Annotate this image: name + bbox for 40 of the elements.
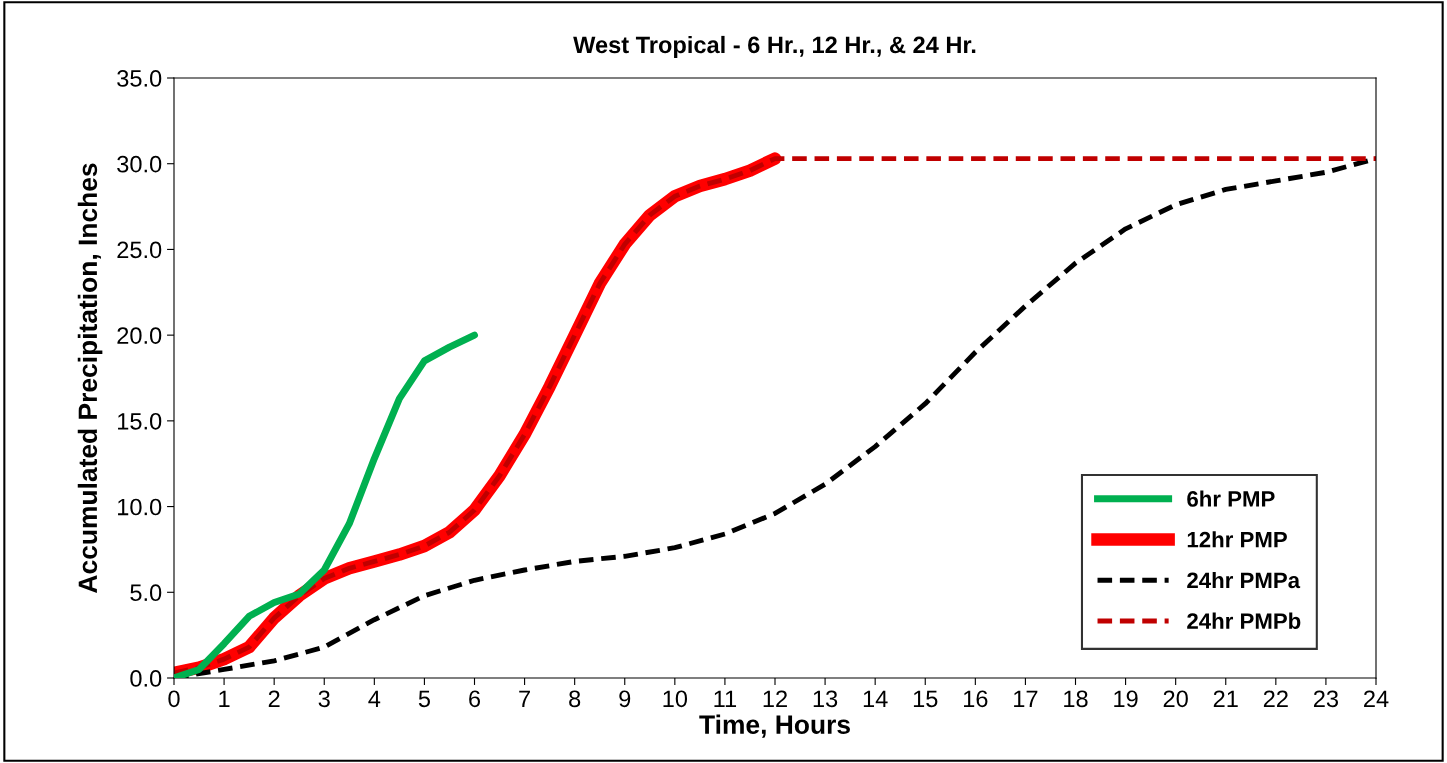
x-tick-label: 21: [1213, 690, 1238, 707]
x-tick-label: 14: [863, 690, 888, 707]
y-tick-label: 30.0: [117, 155, 162, 173]
legend-label: 12hr PMP: [1187, 531, 1287, 548]
x-tick-label: 3: [318, 690, 330, 708]
x-tick-label: 2: [268, 690, 280, 707]
x-tick-label: 15: [913, 690, 938, 708]
y-tick-label: 35.0: [117, 70, 162, 87]
x-tick-label: 23: [1313, 690, 1339, 708]
x-axis-title: Time, Hours: [699, 714, 850, 738]
legend-label: 24hr PMPb: [1187, 612, 1301, 629]
y-tick-label: 15.0: [118, 412, 162, 430]
x-tick-label: 7: [519, 690, 530, 707]
x-tick-label: 20: [1163, 690, 1188, 708]
x-tick-label: 24: [1364, 690, 1389, 707]
x-tick-label: 18: [1064, 690, 1088, 708]
x-tick-label: 17: [1014, 690, 1038, 707]
y-tick-label: 10.0: [118, 498, 162, 516]
x-tick-label: 10: [663, 690, 688, 708]
x-tick-label: 12: [763, 690, 787, 707]
legend-label: 24hr PMPa: [1187, 571, 1301, 589]
y-tick-label: 20.0: [117, 327, 162, 344]
chart-title: West Tropical - 6 Hr., 12 Hr., & 24 Hr.: [573, 35, 976, 58]
x-tick-label: 8: [569, 690, 581, 708]
x-tick-label: 0: [168, 690, 180, 708]
x-tick-label: 13: [813, 690, 838, 708]
x-tick-label: 6: [469, 690, 481, 708]
x-tick-label: 19: [1114, 690, 1138, 708]
y-axis-title: Accumulated Precipitation, Inches: [77, 163, 103, 593]
x-tick-label: 22: [1263, 690, 1288, 707]
x-tick-label: 1: [219, 690, 230, 707]
y-tick-label: 25.0: [117, 241, 162, 259]
legend-label: 6hr PMP: [1187, 490, 1275, 507]
x-tick-label: 5: [418, 690, 430, 708]
x-tick-label: 9: [619, 690, 631, 708]
x-tick-label: 4: [368, 690, 381, 707]
x-tick-label: 16: [964, 690, 988, 708]
y-tick-label: 0.0: [130, 670, 162, 687]
x-tick-label: 11: [714, 690, 737, 707]
y-tick-label: 5.0: [130, 584, 162, 602]
